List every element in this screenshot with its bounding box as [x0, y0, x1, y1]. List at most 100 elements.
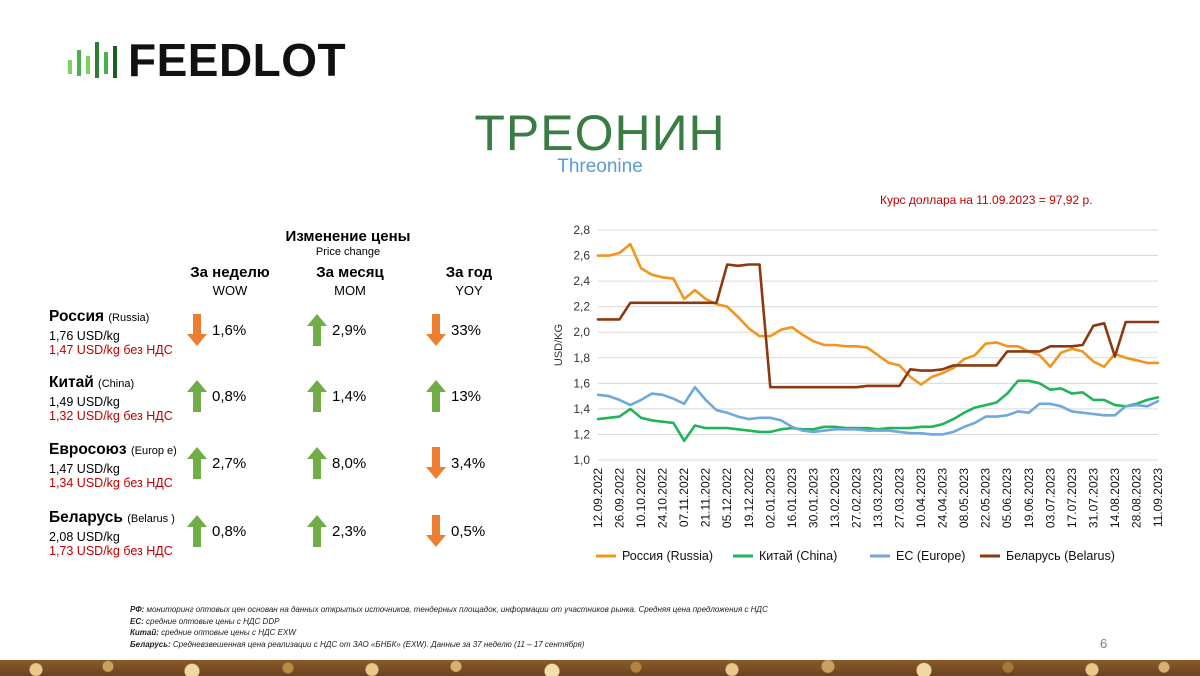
footnote-label: РФ: [130, 605, 145, 614]
page-number: 6 [1100, 636, 1108, 651]
arrow-up-icon [307, 447, 327, 479]
logo-bars-icon [68, 42, 117, 78]
x-tick-label: 21.11.2022 [699, 468, 713, 527]
arrow-up-icon [307, 515, 327, 547]
x-tick-label: 13.03.2023 [871, 468, 885, 528]
x-tick-label: 30.01.2023 [806, 468, 820, 528]
country-name-english: (Belarus ) [127, 513, 175, 525]
country-name: Евросоюз (Europ e) [49, 441, 189, 459]
x-tick-label: 24.10.2022 [656, 468, 670, 528]
price-change-value: 2,3% [332, 522, 367, 540]
footnote-label: Китай: [130, 628, 159, 637]
arrow-down-icon [187, 314, 207, 346]
price-change-cell: 8,0% [306, 445, 416, 481]
price-change-value: 0,8% [212, 387, 247, 405]
price-change-cell: 13% [425, 378, 535, 414]
column-header-sublabel: MOM [334, 283, 366, 298]
price-change-value: 2,9% [332, 321, 367, 339]
country-name-english: (Russia) [108, 312, 150, 324]
country-name-text: Евросоюз [49, 441, 127, 458]
price-change-header: Изменение цены Price change [255, 228, 441, 258]
x-tick-label: 19.06.2023 [1022, 468, 1036, 528]
y-tick-label: 1,8 [573, 351, 590, 365]
x-tick-label: 27.02.2023 [849, 468, 863, 528]
x-tick-label: 03.07.2023 [1043, 468, 1057, 528]
country-name: Китай (China) [49, 374, 189, 392]
x-tick-label: 26.09.2022 [613, 468, 627, 528]
price-change-value: 2,7% [212, 454, 247, 472]
legend-label: Китай (China) [759, 549, 837, 563]
country-name: Россия (Russia) [49, 308, 189, 326]
price-change-title: Изменение цены [285, 228, 411, 245]
footnote-line: РФ: мониторинг оптовых цен основан на да… [130, 604, 950, 616]
column-header-yoy: За год YOY [409, 264, 529, 298]
country-label: Россия (Russia) 1,76 USD/kg 1,47 USD/kg бе… [49, 308, 189, 357]
y-tick-label: 2,6 [573, 249, 590, 263]
x-tick-label: 10.04.2023 [914, 468, 928, 528]
price-change-cell: 2,9% [306, 312, 416, 348]
arrow-up-icon [307, 314, 327, 346]
x-tick-label: 05.12.2022 [720, 468, 734, 528]
price-with-vat: 1,49 USD/kg [49, 395, 120, 409]
price-change-cell: 0,5% [425, 513, 535, 549]
page-title: ТРЕОНИН [474, 105, 726, 161]
footnote-text: мониторинг оптовых цен основан на данных… [144, 605, 768, 614]
x-tick-label: 13.02.2023 [828, 468, 842, 528]
series-line-1 [596, 379, 1160, 443]
price-without-vat: 1,47 USD/kg без НДС [49, 343, 173, 357]
y-tick-label: 2,2 [573, 300, 590, 314]
legend-label: Россия (Russia) [622, 549, 713, 563]
x-tick-label: 24.04.2023 [936, 468, 950, 528]
x-tick-label: 12.09.2022 [591, 468, 605, 528]
y-tick-label: 2,8 [573, 223, 590, 237]
legend-label: Беларусь (Belarus) [1006, 549, 1115, 563]
column-header-sublabel: YOY [455, 283, 483, 298]
price-change-cell: 0,8% [186, 378, 296, 414]
arrow-down-icon [426, 447, 446, 479]
arrow-down-icon [426, 515, 446, 547]
price-change-cell: 1,6% [186, 312, 296, 348]
x-tick-label: 02.01.2023 [763, 468, 777, 528]
arrow-down-icon [426, 314, 446, 346]
price-change-value: 0,5% [451, 522, 486, 540]
y-tick-label: 2,4 [573, 274, 590, 288]
arrow-up-icon [187, 515, 207, 547]
price-change-cell: 1,4% [306, 378, 416, 414]
footnote-line: Беларусь: Средневзвешенная цена реализац… [130, 639, 950, 651]
y-tick-label: 1,0 [573, 453, 590, 467]
price-with-vat: 2,08 USD/kg [49, 530, 120, 544]
footnote-text: средние оптовые цены с НДС DDP [143, 616, 280, 626]
x-tick-label: 07.11.2022 [677, 468, 691, 527]
column-header-wow: За неделю WOW [170, 264, 290, 298]
x-tick-label: 08.05.2023 [957, 468, 971, 528]
y-tick-label: 2,0 [573, 325, 590, 339]
x-tick-label: 22.05.2023 [979, 468, 993, 528]
price-without-vat: 1,32 USD/kg без НДС [49, 409, 173, 423]
country-name-text: Китай [49, 374, 94, 391]
x-tick-label: 10.10.2022 [634, 468, 648, 528]
x-tick-label: 28.08.2023 [1129, 468, 1143, 528]
price-change-cell: 0,8% [186, 513, 296, 549]
x-tick-label: 14.08.2023 [1108, 468, 1122, 528]
y-tick-label: 1,4 [573, 402, 590, 416]
column-header-label: За месяц [316, 264, 384, 281]
footnotes: РФ: мониторинг оптовых цен основан на да… [130, 604, 950, 650]
x-tick-label: 27.03.2023 [893, 468, 907, 528]
x-tick-label: 19.12.2022 [742, 468, 756, 528]
arrow-up-icon [426, 380, 446, 412]
grain-strip-decoration [0, 660, 1200, 676]
x-tick-label: 16.01.2023 [785, 468, 799, 528]
column-header-sublabel: WOW [212, 283, 248, 298]
series-line-0 [596, 242, 1160, 386]
x-tick-label: 17.07.2023 [1065, 468, 1079, 528]
footnote-text: средние оптовые цены с НДС EXW [158, 628, 296, 637]
footnote-line: Китай: средние оптовые цены с НДС EXW [130, 627, 950, 639]
price-with-vat: 1,47 USD/kg [49, 462, 120, 476]
price-change-value: 13% [451, 387, 482, 405]
country-name-text: Беларусь [49, 509, 123, 526]
price-without-vat: 1,73 USD/kg без НДС [49, 544, 173, 558]
y-tick-label: 1,6 [573, 376, 590, 390]
arrow-up-icon [187, 380, 207, 412]
price-change-value: 1,6% [212, 321, 247, 339]
price-change-cell: 2,3% [306, 513, 416, 549]
